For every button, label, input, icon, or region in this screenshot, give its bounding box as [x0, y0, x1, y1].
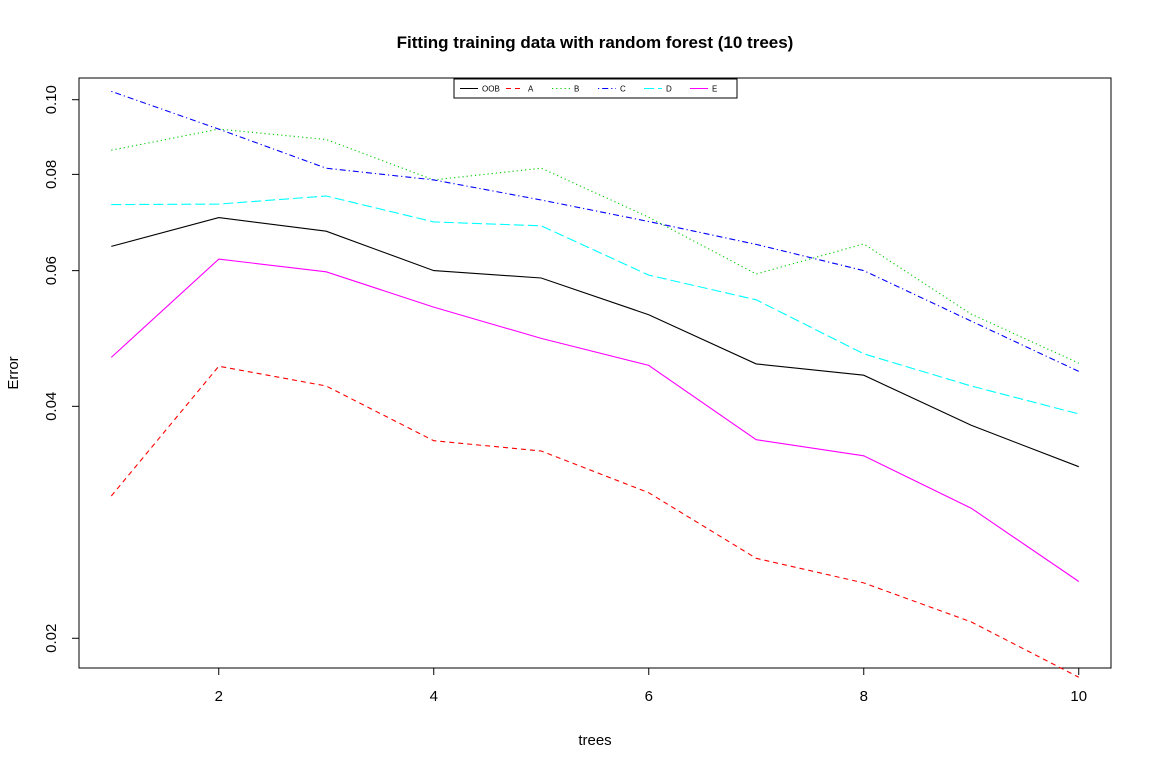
series-line-e — [110, 258, 1080, 582]
series-line-b — [111, 128, 1080, 364]
legend-box — [453, 78, 738, 99]
x-tick-label: 2 — [215, 688, 223, 705]
x-axis: 2 4 6 8 10 — [215, 667, 1087, 705]
legend-label-b: B — [574, 85, 579, 94]
y-tick-label: 0.08 — [43, 160, 60, 189]
legend-label-c: C — [620, 85, 626, 94]
x-tick-label: 4 — [430, 688, 438, 705]
plot-frame — [78, 77, 1112, 669]
legend-label-oob: OOB — [482, 85, 500, 94]
chart-title: Fitting training data with random forest… — [397, 33, 794, 52]
series-line-a — [110, 365, 1080, 678]
legend-label-e: E — [712, 85, 717, 94]
y-axis-title: Error — [5, 356, 22, 389]
series-lines — [110, 90, 1080, 678]
y-tick-label: 0.04 — [43, 392, 60, 421]
legend: OOB A B C D E — [453, 78, 738, 99]
series-line-d — [111, 195, 1079, 415]
x-axis-title: trees — [578, 732, 611, 749]
x-tick-label: 10 — [1070, 688, 1087, 705]
legend-label-d: D — [666, 85, 672, 94]
y-axis: 0.02 0.04 0.06 0.08 0.10 — [43, 85, 80, 653]
x-tick-label: 8 — [860, 688, 868, 705]
series-line-oob — [111, 217, 1079, 468]
y-tick-label: 0.06 — [43, 256, 60, 285]
y-tick-label: 0.02 — [43, 624, 60, 653]
legend-label-a: A — [528, 85, 534, 94]
series-line-c — [111, 90, 1080, 372]
x-tick-label: 6 — [645, 688, 653, 705]
y-tick-label: 0.10 — [43, 85, 60, 114]
